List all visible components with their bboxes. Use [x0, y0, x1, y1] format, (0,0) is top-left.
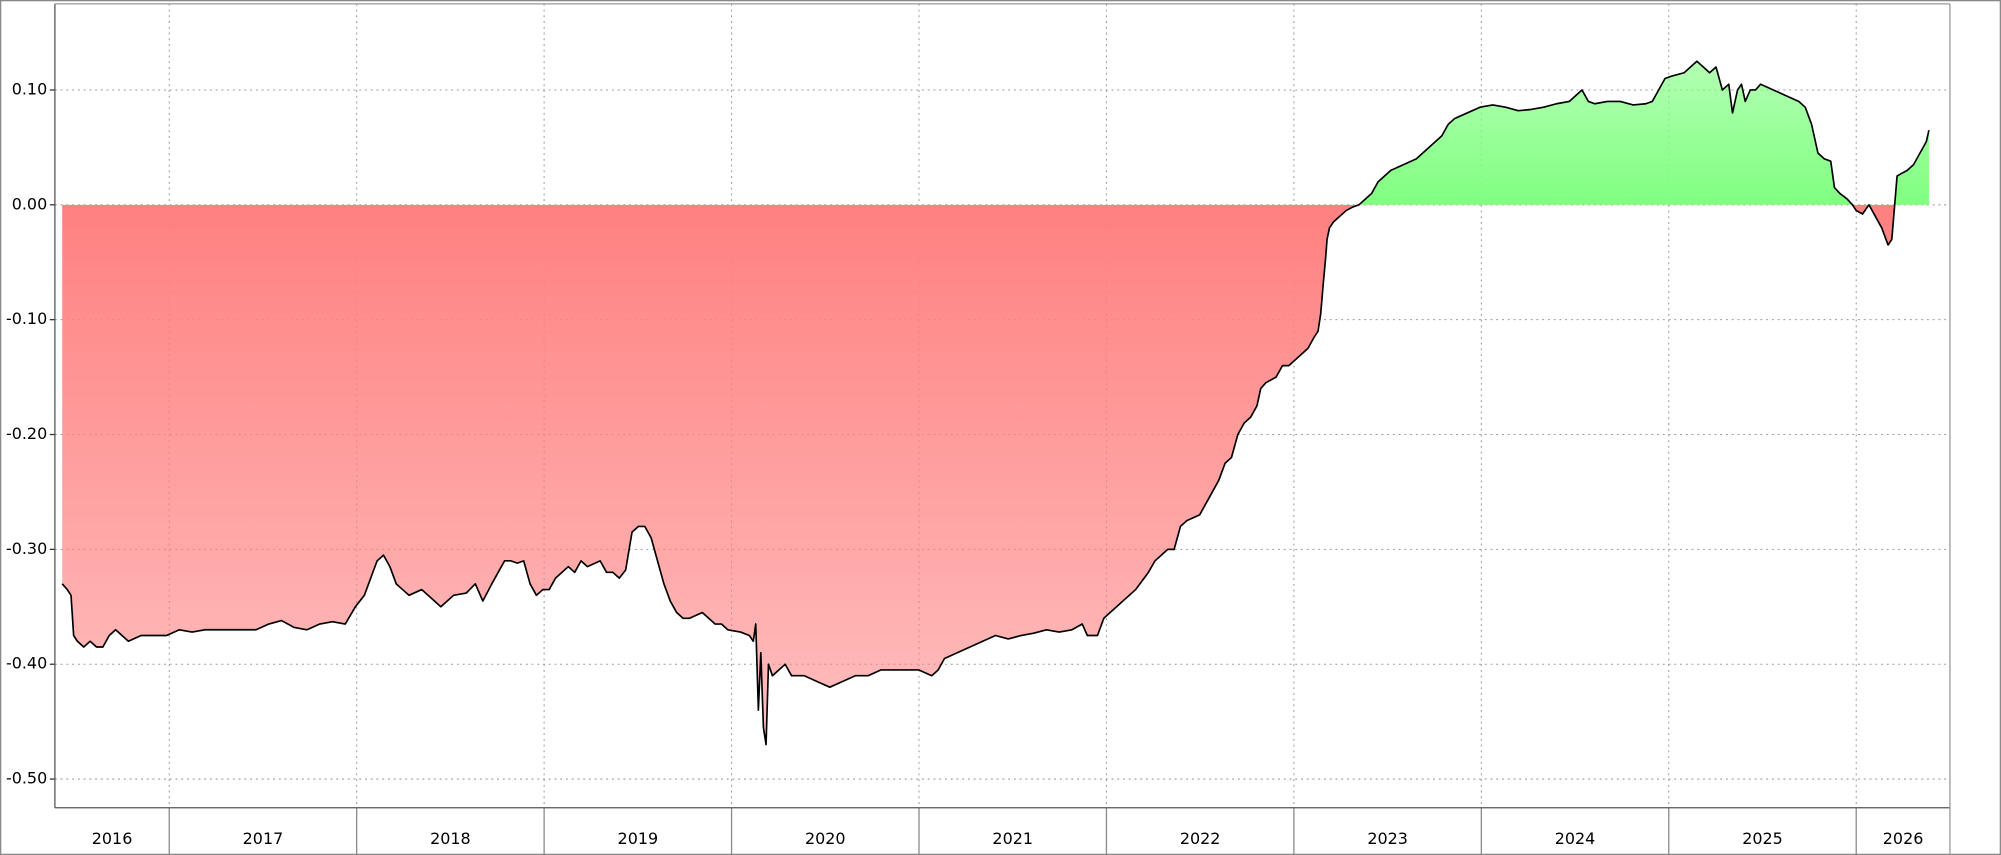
x-period-label: 2020 [805, 829, 846, 848]
y-tick-label: -0.50 [6, 769, 47, 788]
x-period-label: 2017 [243, 829, 284, 848]
y-tick-label: -0.20 [6, 424, 47, 443]
positive-area [62, 61, 1929, 205]
series-line [61, 60, 1930, 746]
x-period-label: 2018 [430, 829, 471, 848]
y-tick-label: 0.00 [12, 194, 48, 213]
x-period-label: 2023 [1367, 829, 1408, 848]
y-tick-label: 0.10 [12, 79, 48, 98]
y-tick-label: -0.40 [6, 654, 47, 673]
x-period-label: 2022 [1180, 829, 1221, 848]
y-tick-label: -0.30 [6, 539, 47, 558]
x-period-label: 2016 [92, 829, 133, 848]
negative-area [62, 204, 1929, 745]
x-period-label: 2026 [1883, 829, 1924, 848]
x-period-label: 2019 [618, 829, 659, 848]
x-period-label: 2025 [1742, 829, 1783, 848]
y-tick-label: -0.10 [6, 309, 47, 328]
x-period-label: 2021 [992, 829, 1033, 848]
x-period-label: 2024 [1555, 829, 1596, 848]
